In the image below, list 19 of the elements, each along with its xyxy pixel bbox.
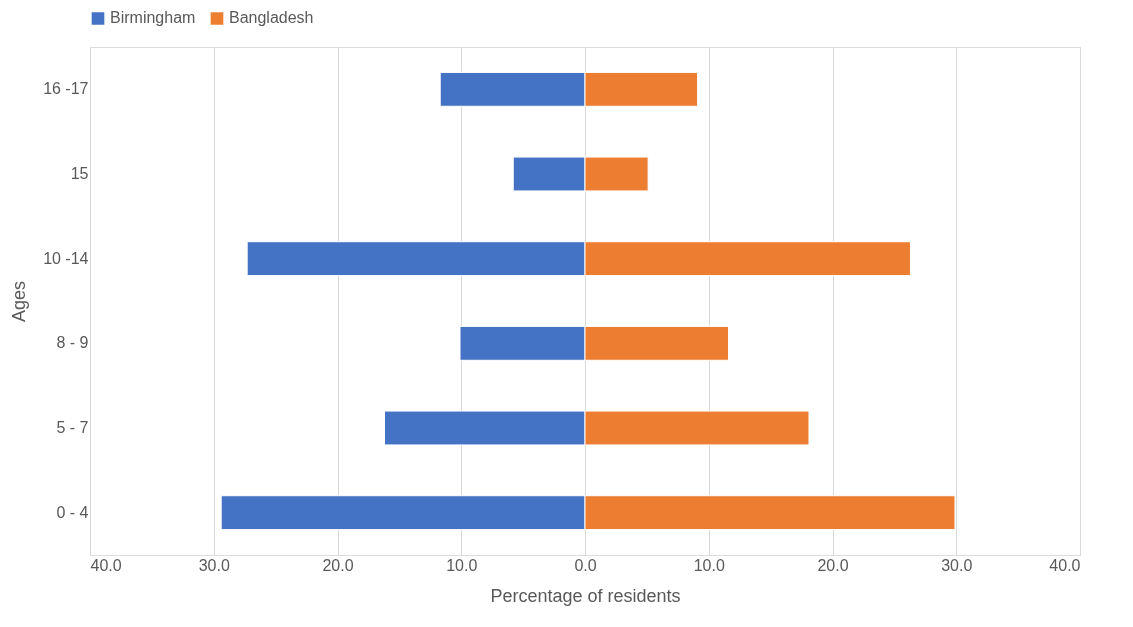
- x-tick-label: 20.0: [322, 556, 354, 574]
- y-tick-label: 5 - 7: [56, 419, 89, 436]
- x-axis-title: Percentage of residents: [490, 585, 681, 606]
- x-tick-label: 0.0: [574, 556, 597, 574]
- legend-label: Bangladesh: [229, 9, 314, 27]
- y-tick-label: 16 -17: [43, 80, 89, 98]
- x-tick-label: 40.0: [1049, 556, 1081, 574]
- y-tick-label: 10 -14: [43, 249, 89, 267]
- x-tick-label: 30.0: [198, 556, 230, 574]
- x-tick-label: 40.0: [90, 556, 122, 574]
- x-tick-label: 30.0: [941, 556, 973, 574]
- y-axis-title: Ages: [9, 280, 30, 323]
- legend-label: Birmingham: [110, 9, 196, 27]
- y-tick-label: 8 - 9: [56, 334, 89, 352]
- y-tick-label: 15: [70, 165, 89, 182]
- x-tick-label: 10.0: [693, 556, 725, 574]
- y-tick-label: 0 - 4: [56, 503, 89, 521]
- x-tick-label: 20.0: [817, 556, 849, 574]
- x-tick-label: 10.0: [446, 556, 478, 574]
